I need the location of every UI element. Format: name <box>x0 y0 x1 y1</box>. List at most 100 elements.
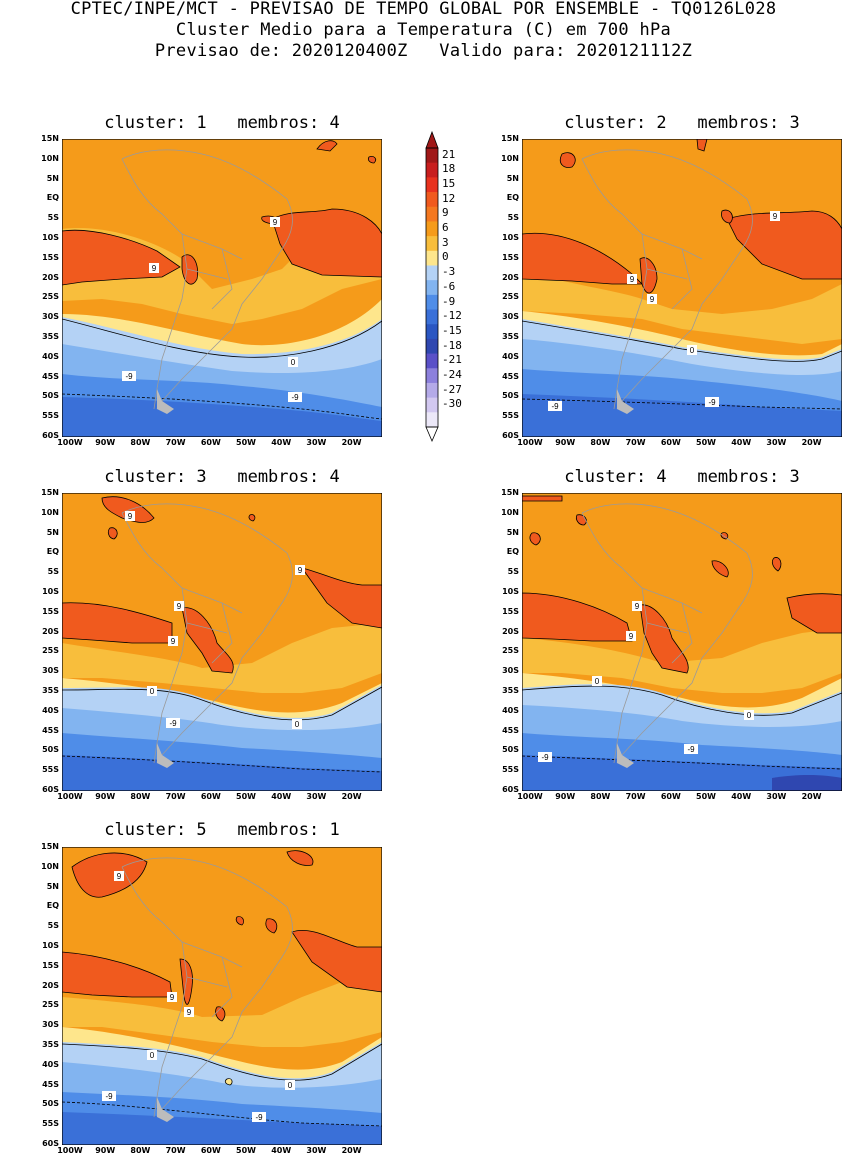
map-panel-4: 9 9 0 0 -9 -9 <box>522 493 842 791</box>
lat-tick-label: 50S <box>42 745 59 755</box>
colorbar-label: -21 <box>442 353 462 367</box>
lat-tick-label: 40S <box>502 705 519 715</box>
lat-tick-label: 40S <box>42 1059 59 1069</box>
lon-tick-label: 30W <box>766 438 787 447</box>
contour-label-m9-b: -9 <box>687 745 695 754</box>
map-panel-1: 9 9 0 -9 -9 <box>62 139 382 437</box>
colorbar-swatch <box>426 294 438 311</box>
colorbar-label: 21 <box>442 147 456 161</box>
lat-tick-label: 40S <box>42 705 59 715</box>
header-line-2: Cluster Medio para a Temperatura (C) em … <box>175 20 672 40</box>
contour-label-m9: -9 <box>169 719 177 728</box>
lon-tick-label: 20W <box>341 438 362 447</box>
panel-title-3: cluster: 3 membros: 4 <box>104 467 340 487</box>
lat-tick-label: 35S <box>502 332 519 341</box>
colorbar-swatch <box>426 412 438 428</box>
colorbar-swatch <box>426 265 438 281</box>
colorbar-swatch <box>426 162 438 178</box>
panel-title-5: cluster: 5 membros: 1 <box>104 820 340 840</box>
lat-tick-label: 30S <box>42 1020 59 1030</box>
contour-label-m9-b: -9 <box>255 1113 263 1122</box>
contour-label-9-c: 9 <box>187 1008 192 1017</box>
lat-tick-label: 50S <box>502 391 519 401</box>
lat-tick-label: 60S <box>42 785 59 794</box>
lat-tick-label: 60S <box>502 431 519 440</box>
contour-label-0-b: 0 <box>295 720 300 729</box>
contour-label-0-a: 0 <box>595 677 600 686</box>
lon-tick-label: 100W <box>57 1146 83 1155</box>
colorbar-label: -6 <box>442 279 456 293</box>
lat-tick-label: 10N <box>501 153 519 163</box>
lon-tick-label: 70W <box>165 438 186 447</box>
colorbar-swatch <box>426 206 438 222</box>
colorbar-swatch <box>426 221 438 237</box>
lon-tick-label: 40W <box>271 438 292 447</box>
lon-tick-label: 80W <box>130 1146 151 1155</box>
contour-label-m9-a: -9 <box>541 753 549 762</box>
map-panel-5: 9 9 9 0 0 -9 -9 <box>62 847 382 1145</box>
lat-tick-label: 60S <box>502 785 519 794</box>
colorbar <box>425 130 439 443</box>
lat-tick-label: EQ <box>46 547 59 557</box>
lon-tick-label: 70W <box>165 792 186 801</box>
lat-tick-label: 15S <box>502 606 519 616</box>
contour-label-m9-b: -9 <box>291 393 299 402</box>
lat-tick-label: 40S <box>42 351 59 361</box>
contour-label-9-b: 9 <box>177 602 182 611</box>
lon-tick-label: 90W <box>555 792 576 801</box>
lat-tick-label: 30S <box>42 312 59 322</box>
colorbar-label: 12 <box>442 191 456 205</box>
contour-label-9-c: 9 <box>171 637 176 646</box>
lon-tick-label: 20W <box>801 438 822 447</box>
lat-tick-label: 55S <box>502 765 519 775</box>
lon-tick-label: 40W <box>271 1146 292 1155</box>
lat-tick-label: 45S <box>42 371 59 381</box>
contour-label-9-b: 9 <box>273 218 278 227</box>
contour-label-m9-b: -9 <box>708 398 716 407</box>
lat-tick-label: 5S <box>507 213 519 223</box>
colorbar-swatch <box>426 368 438 384</box>
colorbar-label: -30 <box>442 397 462 411</box>
lat-tick-label: 40S <box>502 351 519 361</box>
colorbar-swatch <box>426 236 438 252</box>
lon-tick-label: 90W <box>95 792 116 801</box>
contour-label-9-a: 9 <box>117 872 122 881</box>
colorbar-min-arrow <box>425 426 439 443</box>
colorbar-label: -9 <box>442 294 456 308</box>
contour-label-9-b: 9 <box>650 295 655 304</box>
colorbar-label: -24 <box>442 367 462 381</box>
lat-tick-label: 15N <box>501 134 519 143</box>
colorbar-label: -15 <box>442 323 462 337</box>
lon-tick-label: 100W <box>57 438 83 447</box>
lon-tick-label: 50W <box>696 792 716 801</box>
lon-tick-label: 40W <box>731 792 752 801</box>
lat-tick-label: 10N <box>501 507 519 517</box>
lat-tick-label: 10S <box>502 233 519 242</box>
lat-tick-label: EQ <box>46 901 59 911</box>
colorbar-label: 15 <box>442 177 456 191</box>
contour-label-0: 0 <box>690 346 695 355</box>
lat-tick-label: 5S <box>47 213 59 223</box>
lat-tick-label: 5N <box>46 527 59 537</box>
lon-tick-label: 40W <box>271 792 292 801</box>
lat-tick-label: 10N <box>41 153 59 163</box>
lon-tick-label: 90W <box>555 438 576 447</box>
header-line-1: CPTEC/INPE/MCT - PREVISAO DE TEMPO GLOBA… <box>70 0 777 19</box>
lat-tick-label: 45S <box>502 371 519 381</box>
lon-tick-label: 40W <box>731 438 752 447</box>
lat-tick-label: 5N <box>506 527 519 537</box>
lon-tick-label: 20W <box>801 792 822 801</box>
lat-tick-label: 50S <box>42 1099 59 1109</box>
lon-tick-label: 50W <box>236 1146 256 1155</box>
lat-tick-label: 55S <box>502 411 519 421</box>
contour-label-0-a: 0 <box>150 687 155 696</box>
map-panel-2: 9 9 9 0 -9 -9 <box>522 139 842 437</box>
colorbar-swatch <box>426 324 438 340</box>
lon-tick-label: 50W <box>236 792 256 801</box>
lat-tick-label: 50S <box>502 745 519 755</box>
lat-tick-label: 15N <box>501 488 519 497</box>
lat-tick-label: 25S <box>42 1000 59 1010</box>
contour-label-9-a: 9 <box>635 602 640 611</box>
colorbar-swatch <box>426 280 438 296</box>
lat-tick-label: 35S <box>42 1040 59 1049</box>
